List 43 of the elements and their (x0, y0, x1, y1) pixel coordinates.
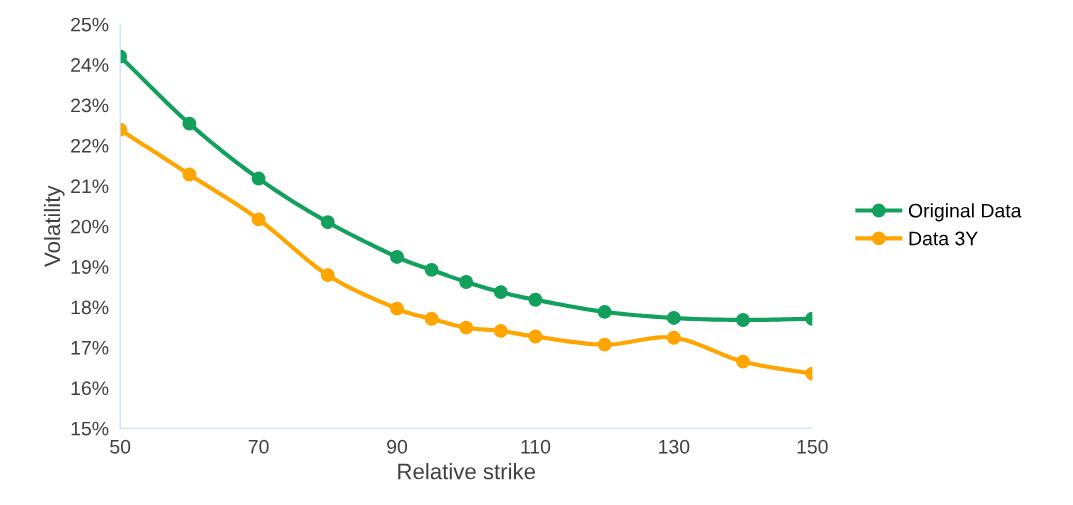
y-tick-label: 20% (71, 219, 109, 234)
y-tick-label: 22% (71, 138, 109, 153)
point (528, 329, 543, 344)
point (320, 268, 335, 283)
point (390, 301, 404, 316)
point (251, 171, 266, 186)
point (182, 167, 197, 182)
point (528, 292, 543, 307)
y-tick-label: 21% (71, 179, 109, 193)
y-tick-label: 16% (71, 381, 109, 396)
point (736, 313, 750, 327)
y-tick-label: 19% (71, 260, 109, 274)
point (182, 116, 197, 131)
y-tick-label: 24% (71, 58, 109, 72)
x-tick-label: 110 (521, 439, 551, 454)
x-tick-label: 90 (387, 439, 408, 454)
point (320, 215, 335, 230)
point (424, 311, 439, 326)
x-tick-label: 50 (110, 439, 131, 454)
point (493, 285, 508, 300)
point (597, 304, 612, 319)
point (424, 262, 439, 277)
point (390, 249, 404, 264)
x-tick-label: 130 (659, 439, 690, 454)
y-tick-label: 15% (71, 421, 109, 436)
point (736, 354, 750, 369)
x-tick-label: 150 (797, 439, 828, 454)
point (597, 337, 612, 352)
y-tick-label: 17% (71, 340, 109, 355)
legend-label: Original Data (908, 203, 1022, 222)
point (251, 212, 266, 227)
y-axis-title: Volatility (43, 185, 65, 267)
point (493, 323, 508, 338)
x-tick-label: 70 (248, 439, 269, 454)
y-tick-label: 18% (71, 300, 109, 315)
legend-label: Data 3Y (909, 231, 978, 246)
point (459, 275, 474, 289)
point (666, 330, 681, 345)
point (666, 311, 681, 325)
y-tick-label: 23% (71, 98, 109, 113)
y-tick-label: 25% (71, 17, 109, 32)
x-axis-title: Relative strike (398, 463, 536, 480)
point (459, 320, 474, 335)
